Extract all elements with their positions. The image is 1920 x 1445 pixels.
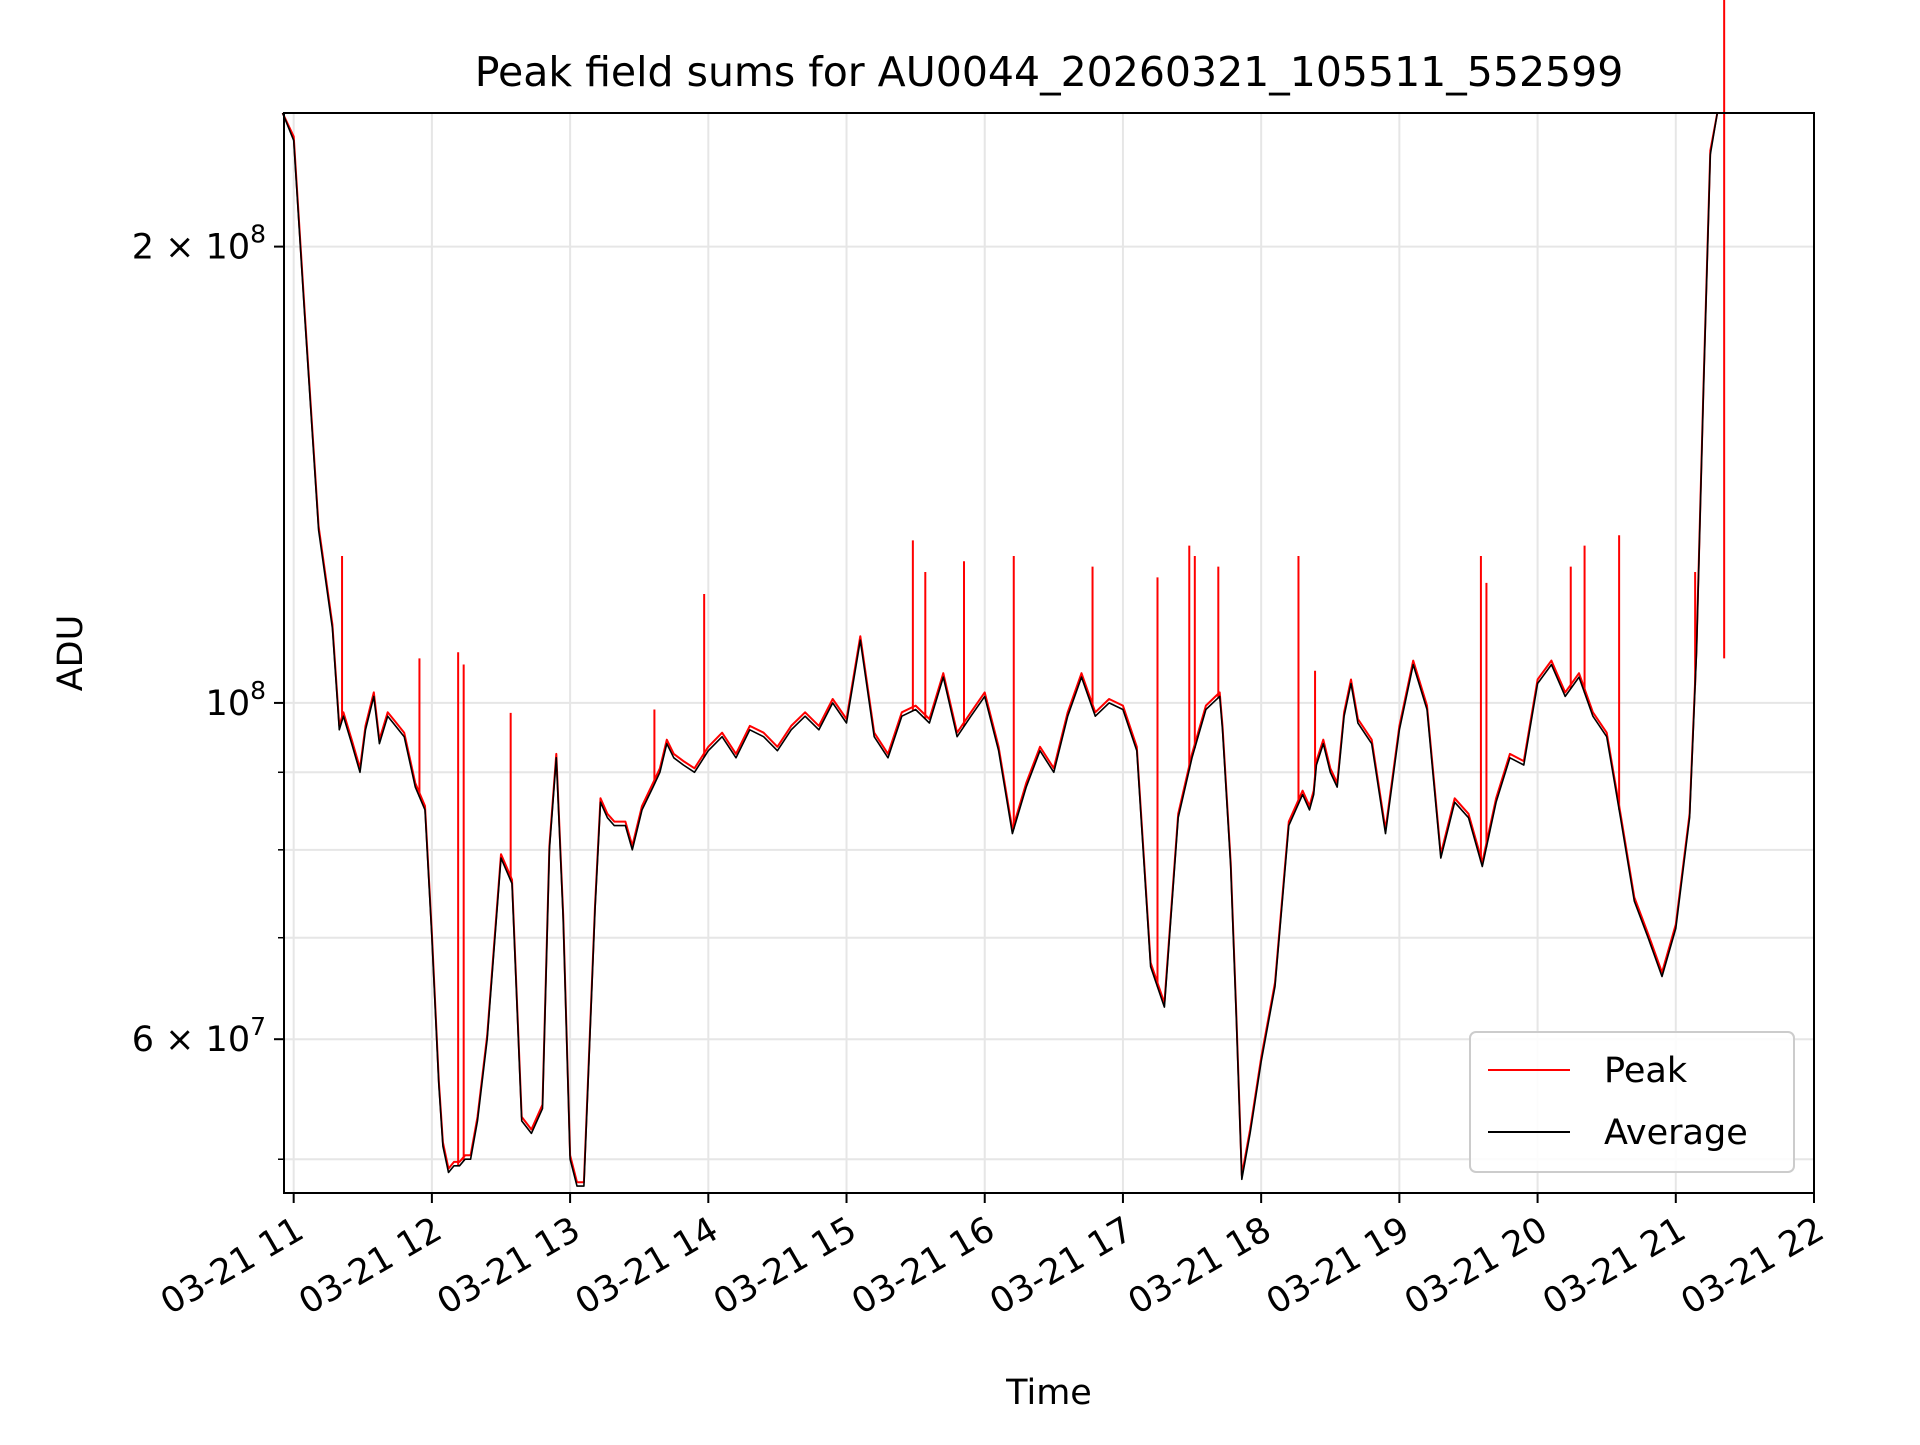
y-axis-label: ADU: [51, 615, 91, 692]
y-tick-label: 6 × 107: [132, 1012, 266, 1060]
grid: [284, 113, 1814, 1193]
chart-title: Peak field sums for AU0044_20260321_1055…: [475, 48, 1624, 96]
average-series-line: [281, 112, 1719, 1187]
plot-frame: [283, 112, 1815, 1194]
x-axis-label: Time: [1005, 1373, 1092, 1413]
y-axis-ticks: 6 × 107 108 2 × 108: [132, 220, 284, 1160]
legend: Peak Average: [1469, 1031, 1795, 1173]
y-tick-label: 108: [206, 676, 266, 724]
legend-box: [1469, 1031, 1795, 1173]
plot-series: [281, 0, 1726, 1187]
legend-average-label: Average: [1604, 1113, 1748, 1153]
legend-peak-label: Peak: [1604, 1051, 1688, 1091]
y-tick-label: 2 × 108: [132, 220, 266, 268]
